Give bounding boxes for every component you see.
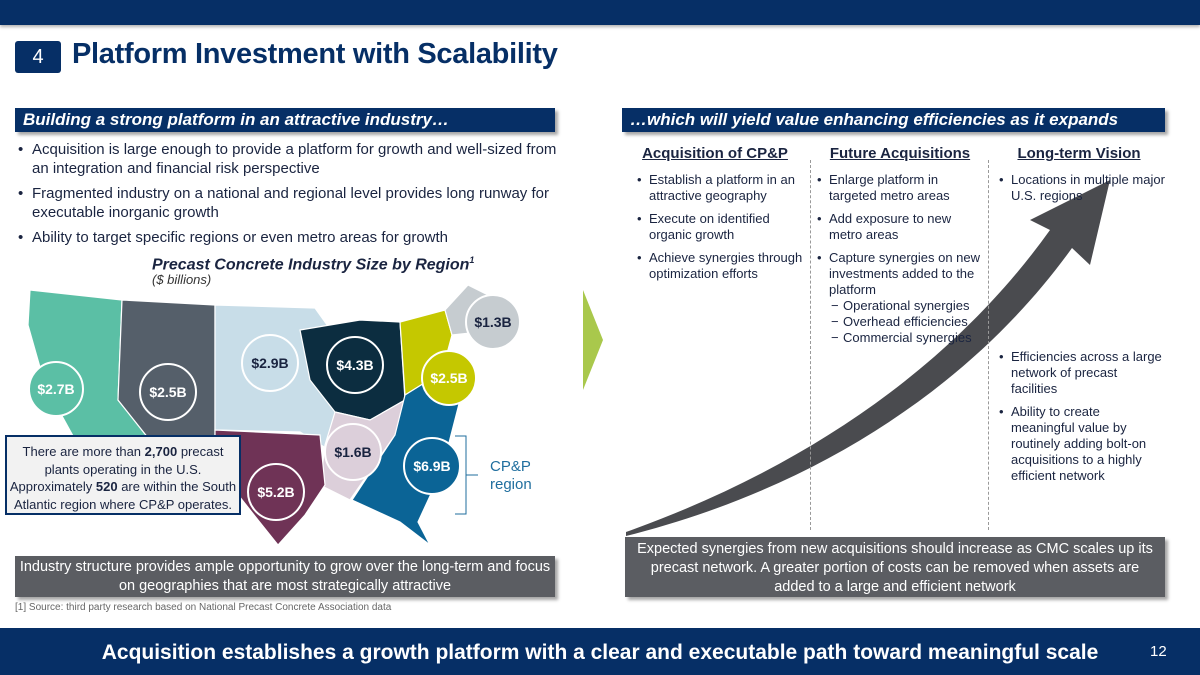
column-divider [988,160,989,530]
cp-p-bracket [455,435,478,515]
sub-item: Overhead efficiencies [817,314,987,330]
tagline: Acquisition establishes a growth platfor… [101,641,1099,664]
column-vision: Locations in multiple major U.S. regions… [999,172,1167,491]
right-banner: …which will yield value enhancing effici… [622,108,1165,132]
list-item: Establish a platform in an attractive ge… [637,172,809,204]
page-number: 12 [1150,643,1167,660]
column-divider [810,160,811,530]
value-bubble-mid-atlantic: $2.5B [421,350,477,406]
column-header-acquisition: Acquisition of CP&P [642,145,788,162]
value-bubble-mountain: $2.5B [139,363,197,421]
list-item: Ability to create meaningful value by ro… [999,404,1167,484]
left-banner: Building a strong platform in an attract… [15,108,555,132]
list-item: Efficiencies across a large network of p… [999,349,1167,397]
column-header-future: Future Acquisitions [829,145,971,162]
column-acquisition: Establish a platform in an attractive ge… [637,172,809,289]
cp-p-region-label: CP&P region [490,458,532,493]
right-summary-box: Expected synergies from new acquisitions… [625,537,1165,597]
growth-arrow-icon [626,180,1110,536]
bullet: • Acquisition is large enough to provide … [18,141,557,177]
value-bubble-south-atlantic: $6.9B [403,437,461,495]
value-bubble-west-north-central: $2.9B [241,334,299,392]
chevron-right-icon [583,290,603,390]
list-item: Locations in multiple major U.S. regions [999,172,1167,204]
bullet: • Ability to target specific regions or e… [18,229,449,246]
value-bubble-new-england: $1.3B [465,294,521,350]
section-number: 4 [15,41,61,73]
map-title: Precast Concrete Industry Size by Region… [152,255,475,274]
top-band [0,0,1200,25]
value-bubble-pacific: $2.7B [28,361,84,417]
list-item: Add exposure to new metro areas [817,211,987,243]
footnote: [1] Source: third party research based o… [15,602,392,613]
list-item: Achieve synergies through optimization e… [637,250,809,282]
value-bubble-west-south-central: $5.2B [247,463,305,521]
list-item: Capture synergies on new investments add… [817,250,987,298]
value-bubble-east-north-central: $4.3B [326,336,384,394]
sub-item: Operational synergies [817,298,987,314]
sub-item: Commercial synergies [817,330,987,346]
bullet: • Fragmented industry on a national and r… [18,185,549,221]
list-item: Execute on identified organic growth [637,211,809,243]
plants-callout: There are more than 2,700 precast plants… [5,435,241,515]
value-bubble-east-south-central: $1.6B [324,423,382,481]
page-title: Platform Investment with Scalability [72,38,558,70]
map-subtitle: ($ billions) [152,272,212,287]
bottom-band [0,628,1200,675]
column-future: Enlarge platform in targeted metro areas… [817,172,987,346]
list-item: Enlarge platform in targeted metro areas [817,172,987,204]
column-header-vision: Long-term Vision [1017,145,1141,162]
left-summary-box: Industry structure provides ample opport… [15,556,555,597]
